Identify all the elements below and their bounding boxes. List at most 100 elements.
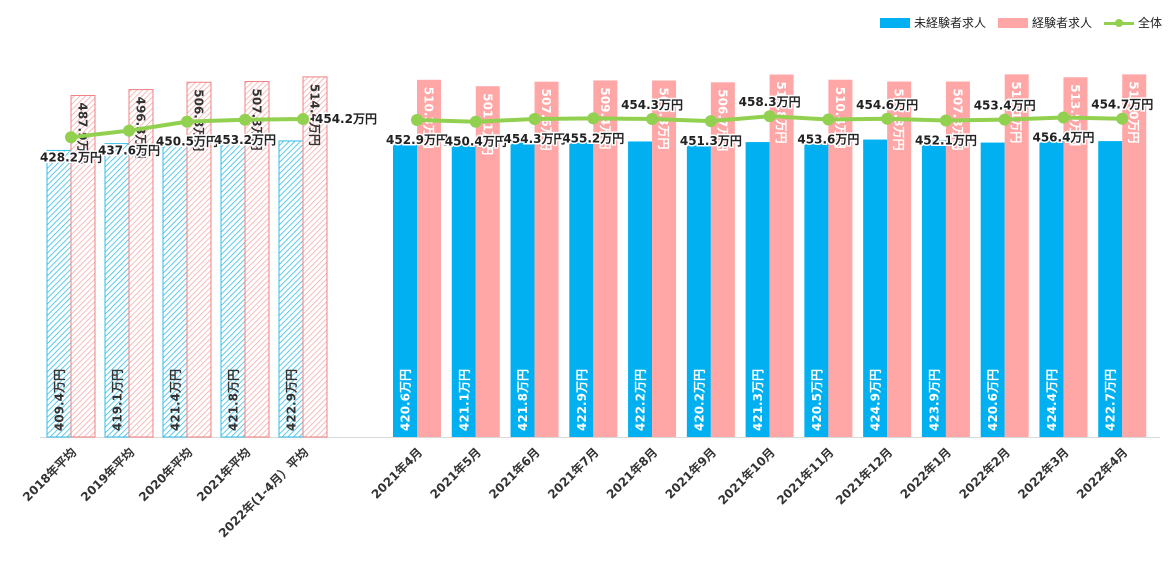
data-label-overall: 452.9万円: [386, 133, 448, 147]
bar-experienced: [828, 79, 853, 437]
bar-experienced: [302, 76, 328, 438]
bar-inexperienced: [686, 142, 711, 438]
bar-inexperienced: [628, 141, 653, 437]
x-tick-label: 2021年10月: [715, 445, 778, 508]
data-label-inexperienced: 420.6万円: [986, 369, 1000, 431]
x-tick-label: 2020年平均: [135, 445, 195, 505]
bar-experienced: [1063, 77, 1088, 438]
data-label-inexperienced: 424.9万円: [869, 369, 883, 431]
data-label-inexperienced: 422.9万円: [575, 369, 589, 431]
legend-swatch-experienced: [997, 17, 1028, 28]
bar-experienced: [593, 80, 618, 438]
data-label-inexperienced: 421.1万円: [457, 369, 471, 431]
point-overall: [469, 115, 482, 128]
data-label-overall: 458.3万円: [739, 95, 801, 109]
x-tick-label: 2021年12月: [832, 445, 895, 508]
data-label-experienced: 517.8万円: [774, 82, 788, 144]
x-tick-label: 2021年6月: [486, 445, 543, 502]
x-tick-label: 2022年2月: [956, 445, 1013, 502]
point-overall: [1057, 111, 1070, 124]
data-label-inexperienced: 409.4万円: [53, 369, 67, 431]
point-overall: [587, 112, 600, 125]
bar-experienced: [887, 81, 912, 437]
data-label-inexperienced: 422.2万円: [634, 369, 648, 431]
bar-inexperienced: [393, 142, 417, 437]
bar-experienced: [769, 74, 794, 437]
data-label-experienced: 513.9万円: [1068, 84, 1082, 146]
bar-inexperienced: [451, 142, 476, 438]
data-label-inexperienced: 422.9万円: [285, 369, 299, 431]
data-label-inexperienced: 420.2万円: [692, 369, 706, 431]
bar-experienced: [534, 81, 559, 438]
legend-swatch-inexperienced: [879, 17, 910, 28]
x-tick-label: 2022年1月: [897, 445, 954, 502]
data-label-overall: 437.6万円: [98, 144, 160, 158]
point-overall: [297, 113, 309, 126]
point-overall: [181, 115, 193, 128]
data-label-overall: 453.6万円: [797, 132, 859, 146]
bar-inexperienced: [1098, 141, 1123, 438]
point-overall: [939, 114, 952, 127]
bar-inexperienced: [1039, 139, 1064, 438]
data-label-inexperienced: 421.8万円: [227, 369, 241, 431]
data-label-overall: 454.6万円: [856, 98, 918, 112]
bar-experienced: [475, 86, 500, 437]
x-tick-label: 2019年平均: [77, 445, 137, 505]
x-tick-label: 2021年8月: [603, 445, 660, 502]
point-overall: [881, 112, 894, 125]
bar-experienced: [710, 82, 735, 437]
x-tick-label: 2021年平均: [193, 445, 253, 505]
bar-experienced: [70, 94, 96, 438]
data-label-experienced: 518.1万円: [1009, 81, 1023, 143]
bar-inexperienced: [220, 141, 246, 438]
data-label-overall: 453.4万円: [974, 99, 1036, 113]
x-tick-label: 2018年平均: [19, 445, 79, 505]
point-overall: [704, 115, 717, 128]
legend-item-inexperienced: 未経験者求人: [879, 14, 986, 31]
bar-experienced: [652, 80, 677, 438]
data-label-inexperienced: 423.9万円: [927, 369, 941, 431]
data-label-experienced: 514.4万円: [308, 84, 322, 146]
data-label-overall: 450.4万円: [445, 135, 507, 149]
point-overall: [65, 131, 77, 144]
bar-experienced: [186, 81, 212, 438]
data-label-inexperienced: 424.4万円: [1045, 369, 1059, 431]
bar-inexperienced: [162, 141, 188, 438]
data-label-overall: 454.3万円: [504, 132, 566, 146]
data-label-experienced: 510.3万円: [422, 87, 436, 149]
legend-item-experienced: 経験者求人: [997, 14, 1092, 31]
bar-experienced: [1122, 74, 1147, 438]
x-tick-label: 2022年3月: [1014, 445, 1071, 502]
data-label-overall: 456.4万円: [1032, 131, 1094, 145]
data-label-overall: 454.2万円: [315, 112, 377, 126]
data-label-experienced: 518.0万円: [1127, 81, 1141, 143]
x-tick-label: 2021年9月: [662, 445, 719, 502]
bar-experienced: [945, 81, 970, 437]
bar-inexperienced: [510, 141, 535, 438]
point-overall: [411, 113, 423, 126]
legend-label-experienced: 経験者求人: [1031, 16, 1092, 30]
bar-inexperienced: [104, 143, 130, 438]
point-overall: [763, 110, 776, 123]
point-overall: [822, 113, 835, 126]
bar-inexperienced: [804, 142, 829, 437]
point-overall: [528, 112, 541, 125]
data-label-inexperienced: 421.8万円: [516, 369, 530, 431]
data-label-overall: 428.2万円: [40, 150, 102, 164]
point-overall: [1116, 112, 1129, 125]
data-label-inexperienced: 421.3万円: [751, 369, 765, 431]
point-overall: [646, 112, 659, 125]
legend-label-inexperienced: 未経験者求人: [913, 16, 986, 30]
bar-inexperienced: [921, 140, 946, 437]
point-overall: [998, 113, 1011, 126]
data-label-inexperienced: 421.4万円: [169, 369, 183, 431]
legend: 未経験者求人 経験者求人 全体: [874, 14, 1162, 31]
legend-item-overall: 全体: [1103, 14, 1162, 31]
data-label-overall: 451.3万円: [680, 134, 742, 148]
point-overall: [239, 113, 251, 126]
data-label-inexperienced: 420.6万円: [399, 369, 413, 431]
data-label-inexperienced: 420.5万円: [810, 369, 824, 431]
x-tick-label: 2021年7月: [544, 445, 601, 502]
data-label-inexperienced: 419.1万円: [111, 369, 125, 431]
